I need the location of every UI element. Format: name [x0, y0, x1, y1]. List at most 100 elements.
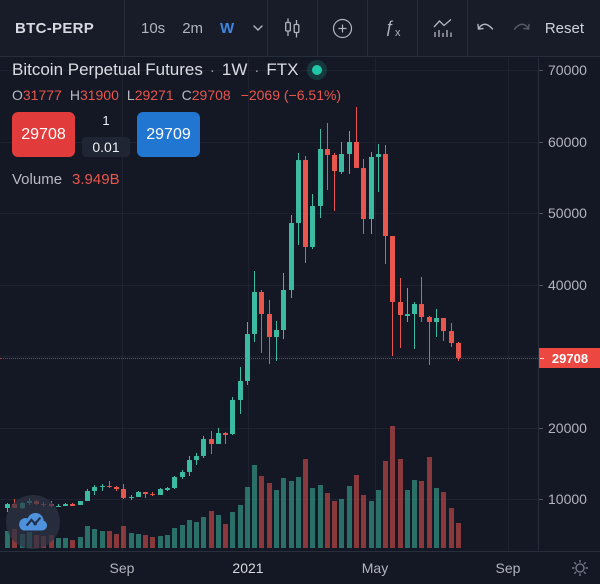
candle — [164, 488, 170, 490]
price-axis[interactable]: 70000 60000 50000 40000 20000 10000 29708 — [538, 56, 600, 551]
toolbar: BTC-PERP 10s 2m W ƒx — [0, 0, 600, 57]
volume-bar — [426, 456, 432, 548]
price-axis-label: 70000 — [548, 62, 587, 78]
stats-icon[interactable] — [418, 18, 467, 39]
candle — [281, 289, 287, 331]
candle — [419, 303, 425, 317]
axis-settings-icon[interactable] — [570, 558, 590, 578]
volume-bar — [223, 523, 229, 548]
price-gridline — [0, 213, 538, 214]
price-axis-tick — [539, 213, 543, 214]
volume-bar — [77, 537, 83, 548]
volume-bar — [361, 495, 367, 548]
candle — [404, 314, 410, 316]
candle — [324, 148, 330, 156]
candle — [194, 456, 199, 460]
volume-bar — [259, 476, 265, 548]
volume-bar — [397, 458, 403, 548]
open-label: O — [12, 87, 23, 103]
volume-bar — [419, 481, 425, 548]
candle — [390, 236, 396, 303]
candle-wick — [108, 481, 110, 488]
compare-add-icon[interactable] — [318, 17, 367, 40]
time-axis[interactable]: Sep 2021 May Sep — [0, 551, 600, 584]
symbol-description: Bitcoin Perpetual Futures — [12, 60, 203, 79]
chevron-down-icon[interactable] — [253, 24, 263, 32]
candlestick-style-icon[interactable] — [268, 17, 317, 39]
title-interval: 1W — [221, 60, 248, 79]
volume-bar — [295, 477, 301, 548]
volume-row: Volume 3.949B — [12, 171, 341, 188]
sell-bid-button[interactable]: 29708 — [12, 112, 75, 157]
candle — [85, 491, 90, 502]
volume-bar — [70, 539, 76, 548]
volume-bar — [244, 487, 250, 548]
toolbar-separator — [367, 0, 368, 56]
volume-bar — [412, 479, 418, 548]
redo-icon[interactable] — [511, 21, 532, 36]
candle — [266, 313, 272, 337]
time-gridline — [508, 56, 509, 551]
volume-bar — [164, 534, 170, 548]
volume-bar — [281, 478, 287, 548]
low-value: 29271 — [134, 87, 174, 103]
price-gridline — [0, 284, 538, 286]
title-separator: · — [254, 61, 260, 79]
candle — [237, 381, 243, 400]
candle — [157, 489, 163, 495]
volume-label: Volume — [12, 171, 63, 188]
change-value: −2069 (−6.51%) — [240, 87, 342, 103]
candle — [186, 459, 192, 472]
symbol-button[interactable]: BTC-PERP — [15, 19, 95, 37]
candle — [70, 504, 76, 506]
symbol-title[interactable]: Bitcoin Perpetual Futures · 1W · FTX — [12, 60, 341, 80]
candle — [215, 433, 221, 444]
volume-bar — [375, 490, 381, 548]
close-value: 29708 — [191, 87, 231, 103]
price-gridline — [0, 141, 538, 143]
volume-bar — [85, 526, 90, 548]
candle-wick — [225, 432, 227, 445]
volume-bar — [368, 500, 374, 548]
price-axis-tick — [539, 141, 543, 143]
candle — [223, 433, 229, 435]
price-axis-tick — [539, 70, 543, 71]
candle-wick — [414, 301, 416, 349]
indicators-fx-icon[interactable]: ƒx — [384, 16, 401, 39]
candle-wick — [261, 289, 263, 354]
open-value: 31777 — [22, 87, 62, 103]
volume-bar — [288, 481, 294, 548]
candle — [201, 438, 207, 457]
toolbar-separator — [417, 0, 418, 56]
price-axis-tick — [539, 499, 543, 500]
tradingview-logo-button[interactable] — [6, 495, 60, 549]
price-axis-label: 10000 — [548, 491, 587, 507]
candle-wick — [356, 106, 357, 145]
volume-bar — [179, 524, 185, 548]
title-separator: · — [209, 61, 215, 79]
candle — [172, 477, 178, 489]
order-panel: 29708 1 0.01 29709 — [12, 112, 341, 157]
interval-1w[interactable]: W — [220, 19, 235, 37]
reset-button[interactable]: Reset — [544, 19, 584, 37]
buy-ask-button[interactable]: 29709 — [137, 112, 200, 157]
candle — [244, 333, 250, 381]
current-price-line — [0, 358, 538, 360]
time-gridline — [248, 56, 249, 551]
time-axis-label: Sep — [495, 560, 521, 576]
candle — [150, 493, 156, 496]
interval-10s[interactable]: 10s — [141, 19, 166, 37]
high-value: 31900 — [79, 87, 119, 103]
volume-bar — [201, 516, 207, 548]
candle-wick — [145, 491, 147, 498]
price-axis-tick — [539, 284, 543, 286]
undo-icon[interactable] — [475, 21, 496, 36]
spread-value: 0.01 — [82, 137, 130, 157]
volume-bar — [332, 500, 338, 548]
volume-bar — [237, 505, 243, 548]
volume-bar — [63, 537, 69, 548]
candle — [143, 492, 149, 494]
volume-value: 3.949B — [72, 171, 120, 188]
interval-2m[interactable]: 2m — [182, 19, 204, 37]
